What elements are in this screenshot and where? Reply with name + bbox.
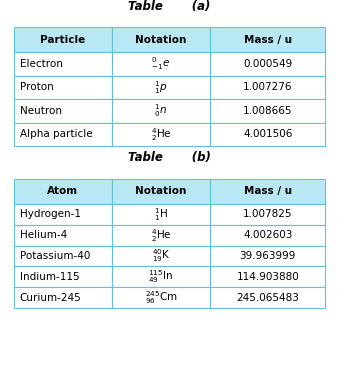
Bar <box>112 179 210 204</box>
Bar <box>14 204 112 225</box>
Bar <box>210 179 325 204</box>
Text: 245.065483: 245.065483 <box>236 293 299 303</box>
Bar <box>210 52 325 76</box>
Bar <box>14 99 112 123</box>
Text: 4.002603: 4.002603 <box>243 230 293 240</box>
Text: $^{40}_{19}$K: $^{40}_{19}$K <box>152 248 170 264</box>
Text: $^{4}_{2}$He: $^{4}_{2}$He <box>151 227 171 243</box>
Bar <box>14 123 112 146</box>
Text: 114.903880: 114.903880 <box>236 272 299 282</box>
Text: $^{1}_{1}$H: $^{1}_{1}$H <box>154 206 168 223</box>
Bar <box>14 179 112 204</box>
Bar <box>14 52 112 76</box>
Text: $^{1}_{1}p$: $^{1}_{1}p$ <box>154 79 167 96</box>
Text: Table       (b): Table (b) <box>128 151 211 164</box>
Text: $^{115}_{49}$In: $^{115}_{49}$In <box>148 269 174 285</box>
Text: Curium-245: Curium-245 <box>20 293 81 303</box>
Bar <box>112 266 210 287</box>
Text: Hydrogen-1: Hydrogen-1 <box>20 209 81 219</box>
Bar <box>112 123 210 146</box>
Bar <box>210 76 325 99</box>
Text: Notation: Notation <box>135 186 186 197</box>
Text: Alpha particle: Alpha particle <box>20 129 92 139</box>
Text: Table       (a): Table (a) <box>128 0 211 13</box>
Text: Notation: Notation <box>135 35 186 45</box>
Bar <box>112 204 210 225</box>
Bar <box>112 99 210 123</box>
Text: Particle: Particle <box>40 35 85 45</box>
Text: Proton: Proton <box>20 82 54 93</box>
Bar <box>14 225 112 246</box>
Text: Helium-4: Helium-4 <box>20 230 67 240</box>
Bar <box>210 123 325 146</box>
Text: Electron: Electron <box>20 59 62 69</box>
Bar <box>112 52 210 76</box>
Text: Atom: Atom <box>47 186 78 197</box>
Text: $^{245}_{96}$Cm: $^{245}_{96}$Cm <box>144 290 177 306</box>
Text: 0.000549: 0.000549 <box>243 59 292 69</box>
Bar <box>210 266 325 287</box>
Bar <box>112 287 210 308</box>
Bar <box>14 76 112 99</box>
Text: $^{1}_{0}n$: $^{1}_{0}n$ <box>155 102 167 119</box>
Text: 1.007276: 1.007276 <box>243 82 293 93</box>
Bar <box>112 225 210 246</box>
Bar <box>14 27 112 52</box>
Text: Neutron: Neutron <box>20 106 62 116</box>
Bar <box>210 27 325 52</box>
Bar <box>210 246 325 266</box>
Text: 1.008665: 1.008665 <box>243 106 293 116</box>
Bar <box>14 287 112 308</box>
Text: $^{0}_{-1}e$: $^{0}_{-1}e$ <box>152 56 171 72</box>
Text: $^{4}_{2}$He: $^{4}_{2}$He <box>151 126 171 143</box>
Bar <box>210 99 325 123</box>
Text: Potassium-40: Potassium-40 <box>20 251 90 261</box>
Bar <box>112 76 210 99</box>
Bar <box>210 204 325 225</box>
Text: 1.007825: 1.007825 <box>243 209 293 219</box>
Text: 39.963999: 39.963999 <box>240 251 296 261</box>
Bar <box>210 225 325 246</box>
Bar <box>112 246 210 266</box>
Bar <box>112 27 210 52</box>
Text: Indium-115: Indium-115 <box>20 272 79 282</box>
Bar <box>14 266 112 287</box>
Text: Mass / u: Mass / u <box>244 186 292 197</box>
Bar <box>14 246 112 266</box>
Text: Mass / u: Mass / u <box>244 35 292 45</box>
Bar <box>210 287 325 308</box>
Text: 4.001506: 4.001506 <box>243 129 293 139</box>
